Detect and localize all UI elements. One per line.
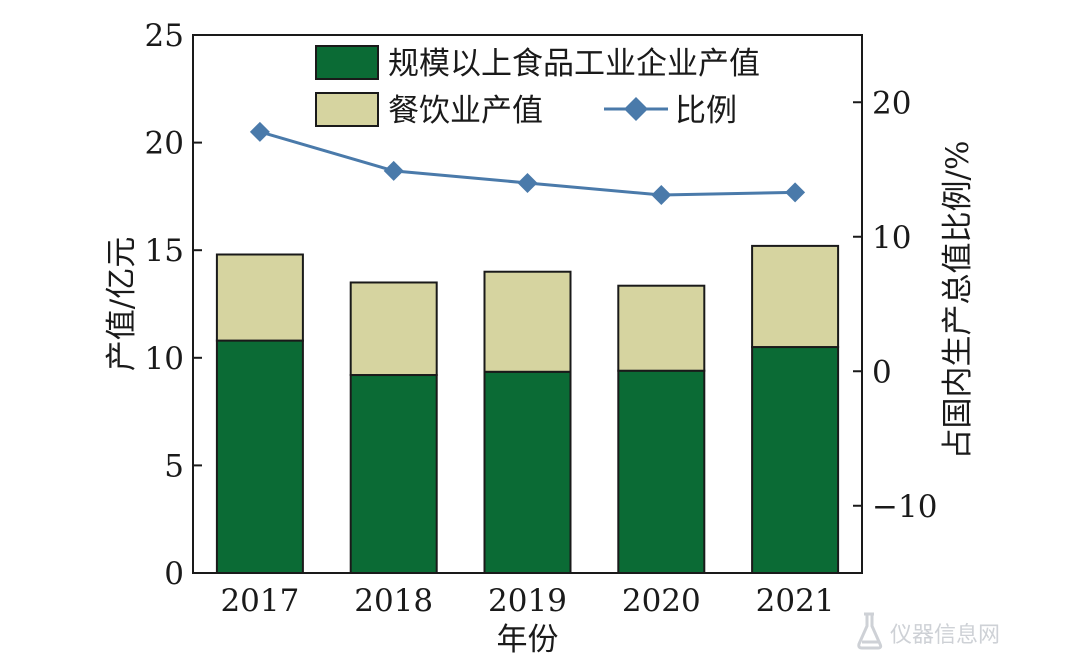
left-tick-label: 10 xyxy=(145,341,184,377)
y-axis-title: 产值/亿元 xyxy=(104,237,140,371)
bar-catering-2017 xyxy=(215,253,304,342)
x-tick-label: 2021 xyxy=(756,583,835,619)
bar-catering-2020 xyxy=(617,284,706,372)
left-tick-label: 25 xyxy=(145,18,184,54)
legend-swatch-catering xyxy=(315,92,379,127)
legend-label-ratio: 比例 xyxy=(675,93,737,129)
legend-label-catering: 餐饮业产值 xyxy=(388,93,543,129)
ratio-point-2021 xyxy=(785,182,806,203)
ratio-point-2018 xyxy=(383,160,404,181)
legend: 规模以上食品工业企业产值 餐饮业产值 比例 xyxy=(315,45,760,129)
legend-marker-ratio xyxy=(624,97,648,121)
right-tick-label: 0 xyxy=(872,354,892,390)
left-tick-label: 0 xyxy=(164,556,184,592)
plot-frame xyxy=(192,34,863,574)
legend-swatch-food-industry xyxy=(315,45,379,80)
y2-axis-title: 占国内生产总值比例/% xyxy=(940,141,976,460)
line-layer xyxy=(249,121,806,206)
watermark: 仪器信息网 xyxy=(857,612,1000,650)
bar-food-industry-2021 xyxy=(751,346,840,575)
left-tick-label: 20 xyxy=(145,126,184,162)
x-tick-label: 2017 xyxy=(220,583,299,619)
left-tick-label: 15 xyxy=(145,233,184,269)
left-tick-label: 5 xyxy=(164,448,184,484)
right-tick-label: −10 xyxy=(872,489,937,525)
bar-catering-2021 xyxy=(751,244,840,349)
bar-catering-2019 xyxy=(483,270,572,373)
flask-icon xyxy=(857,612,883,650)
bars-layer xyxy=(215,244,840,575)
x-tick-label: 2018 xyxy=(354,583,433,619)
bar-food-industry-2020 xyxy=(617,369,706,574)
right-tick-label: 10 xyxy=(872,220,911,256)
watermark-text: 仪器信息网 xyxy=(890,623,1000,648)
ratio-point-2020 xyxy=(651,185,672,206)
right-axis: −10 0 10 20 xyxy=(853,85,937,525)
x-axis: 2017 2018 2019 2020 2021 xyxy=(220,583,834,619)
right-tick-label: 20 xyxy=(872,85,911,121)
ratio-point-2019 xyxy=(517,172,538,193)
bar-food-industry-2018 xyxy=(349,374,438,574)
bar-food-industry-2019 xyxy=(483,370,572,574)
x-tick-label: 2019 xyxy=(488,583,567,619)
bar-catering-2018 xyxy=(349,281,438,377)
ratio-point-2017 xyxy=(249,121,270,142)
x-tick-label: 2020 xyxy=(622,583,701,619)
x-axis-title: 年份 xyxy=(497,622,559,658)
legend-label-food-industry: 规模以上食品工业企业产值 xyxy=(388,46,760,82)
left-axis: 0 5 10 15 20 25 xyxy=(145,18,202,592)
bar-food-industry-2017 xyxy=(215,339,304,575)
